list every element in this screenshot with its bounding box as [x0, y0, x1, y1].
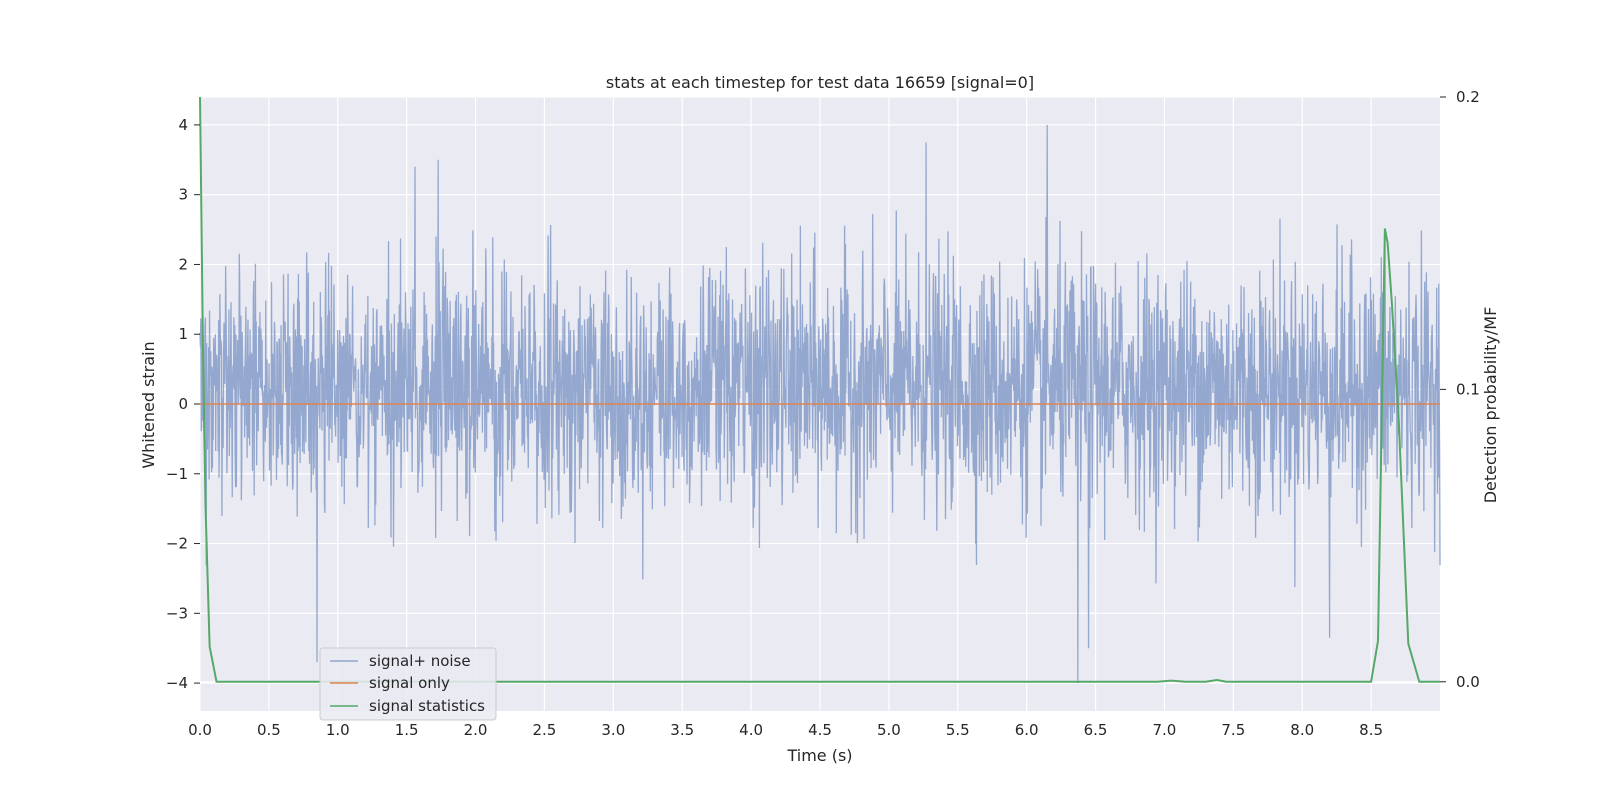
y-tick-label: −1: [166, 465, 188, 483]
x-tick-label: 1.5: [395, 721, 419, 739]
y-tick-label: 2: [178, 255, 188, 273]
x-axis-label: Time (s): [786, 746, 852, 765]
x-tick-label: 0.0: [188, 721, 212, 739]
x-tick-label: 7.5: [1221, 721, 1245, 739]
y-tick-label: −3: [166, 604, 188, 622]
y2-tick-label: 0.0: [1456, 673, 1480, 691]
y2-tick-label: 0.2: [1456, 88, 1480, 106]
legend-label-signal-statistics: signal statistics: [369, 697, 485, 715]
y-tick-label: 1: [178, 325, 188, 343]
x-tick-label: 2.0: [464, 721, 488, 739]
x-tick-label: 5.0: [877, 721, 901, 739]
chart-title: stats at each timestep for test data 166…: [606, 73, 1034, 92]
legend-label-signal-only: signal only: [369, 674, 450, 692]
y-tick-label: 4: [178, 116, 188, 134]
x-tick-label: 6.0: [1015, 721, 1039, 739]
y-axis-label: Whitened strain: [139, 341, 158, 468]
y-tick-label: 3: [178, 186, 188, 204]
y-tick-label: −2: [166, 535, 188, 553]
legend-box: [319, 647, 497, 721]
y2-axis-ticks: 0.0 0.1 0.2: [1440, 88, 1480, 691]
x-tick-label: 3.5: [670, 721, 694, 739]
y-tick-label: −4: [166, 674, 188, 692]
x-tick-label: 4.0: [739, 721, 763, 739]
legend: signal+ noise signal only signal statist…: [319, 647, 497, 721]
y2-tick-label: 0.1: [1456, 380, 1480, 398]
x-axis-ticks: 0.0 0.5 1.0 1.5 2.0 2.5 3.0 3.5 4.0 4.5 5.0 5.5 6.0 6…: [188, 721, 1383, 739]
y-tick-label: 0: [178, 395, 188, 413]
x-tick-label: 5.5: [946, 721, 970, 739]
x-tick-label: 8.5: [1359, 721, 1383, 739]
series-signal-statistics: [199, 96, 1440, 683]
x-tick-label: 6.5: [1084, 721, 1108, 739]
x-tick-label: 1.0: [326, 721, 350, 739]
x-tick-label: 0.5: [257, 721, 281, 739]
y-axis-ticks: −4 −3 −2 −1 0 1 2 3 4: [166, 116, 200, 692]
x-tick-label: 2.5: [533, 721, 557, 739]
x-tick-label: 8.0: [1290, 721, 1314, 739]
x-tick-label: 4.5: [808, 721, 832, 739]
x-tick-label: 7.0: [1153, 721, 1177, 739]
legend-label-signal-noise: signal+ noise: [369, 652, 471, 670]
y2-axis-label: Detection probability/MF: [1481, 307, 1500, 504]
signal-statistics-line: [199, 96, 1440, 683]
x-tick-label: 3.0: [601, 721, 625, 739]
